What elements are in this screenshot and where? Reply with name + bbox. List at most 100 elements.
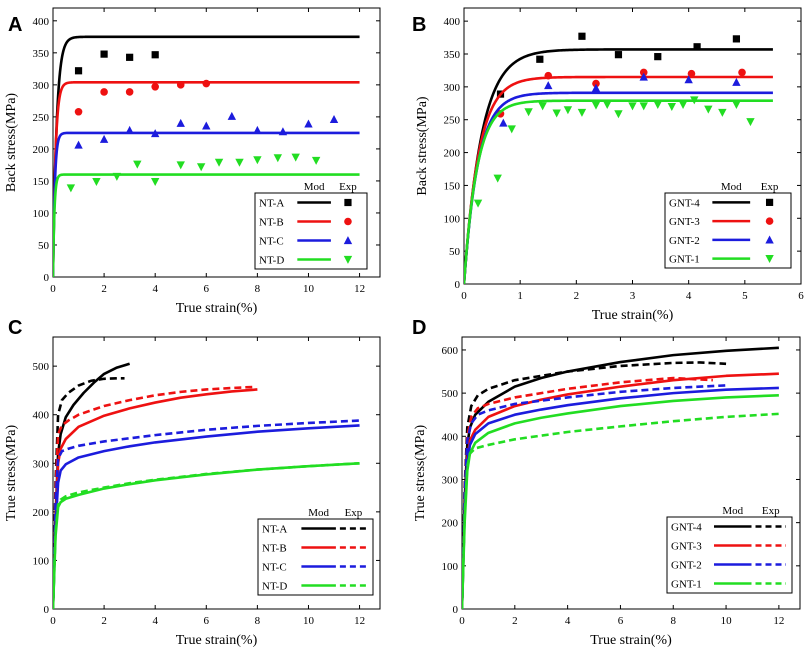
exp-point-nt-c xyxy=(227,111,237,120)
panel-letter: D xyxy=(412,317,426,339)
exp-curve-gnt-2 xyxy=(462,384,727,609)
exp-curve-nt-b xyxy=(53,385,253,609)
y-tick-label: 0 xyxy=(455,279,461,291)
exp-point-nt-d xyxy=(291,153,300,162)
exp-point-gnt-1 xyxy=(690,96,699,105)
x-tick-label: 8 xyxy=(255,283,261,295)
exp-point-nt-d xyxy=(273,154,283,163)
x-tick-label: 3 xyxy=(630,290,636,302)
legend-label: GNT-3 xyxy=(671,541,702,553)
legend-exp-marker xyxy=(765,235,774,244)
y-tick-label: 300 xyxy=(442,474,459,486)
panel-letter: A xyxy=(8,14,22,36)
exp-point-gnt-3 xyxy=(639,68,648,77)
exp-point-gnt-4 xyxy=(578,32,586,40)
exp-point-nt-c xyxy=(99,134,109,143)
exp-point-nt-b xyxy=(202,79,211,88)
y-tick-label: 0 xyxy=(44,604,50,616)
exp-point-nt-b xyxy=(151,82,159,91)
exp-point-gnt-1 xyxy=(538,102,547,111)
y-tick-label: 0 xyxy=(44,272,50,284)
y-tick-label: 400 xyxy=(33,16,50,28)
exp-point-nt-b xyxy=(74,107,83,116)
y-tick-label: 50 xyxy=(38,240,50,252)
exp-point-nt-d xyxy=(150,177,160,186)
y-tick-label: 50 xyxy=(449,246,461,258)
exp-point-nt-d xyxy=(92,177,101,186)
x-tick-label: 8 xyxy=(255,615,261,627)
x-tick-label: 6 xyxy=(204,615,210,627)
y-axis-title: True stress(MPa) xyxy=(413,425,428,522)
panel-letter: B xyxy=(412,14,426,36)
y-tick-label: 250 xyxy=(33,112,50,124)
legend-label: GNT-1 xyxy=(671,579,702,591)
exp-point-gnt-1 xyxy=(591,101,601,110)
exp-point-nt-d xyxy=(176,161,185,170)
x-tick-label: 0 xyxy=(50,615,56,627)
model-curve-nt-a xyxy=(53,35,360,277)
x-tick-label: 6 xyxy=(618,615,624,627)
x-tick-label: 10 xyxy=(303,615,315,627)
y-tick-label: 100 xyxy=(442,561,459,573)
y-tick-label: 100 xyxy=(33,208,50,220)
y-tick-label: 100 xyxy=(33,555,50,567)
legend-exp-marker xyxy=(765,198,774,206)
data-layer xyxy=(53,362,360,609)
legend-label: NT-C xyxy=(262,562,287,574)
x-tick-label: 6 xyxy=(798,290,804,302)
model-curve-nt-b xyxy=(53,388,258,609)
exp-point-gnt-2 xyxy=(732,77,741,86)
y-tick-label: 150 xyxy=(444,180,461,192)
legend-header-mod: Mod xyxy=(722,505,743,517)
exp-point-gnt-1 xyxy=(603,101,612,109)
exp-point-gnt-1 xyxy=(577,108,587,117)
legend-label: GNT-1 xyxy=(669,254,700,266)
exp-point-gnt-1 xyxy=(667,102,677,111)
x-tick-label: 10 xyxy=(721,615,733,627)
y-tick-label: 600 xyxy=(442,345,459,357)
legend-exp-marker xyxy=(343,236,353,245)
legend-header-mod: Mod xyxy=(304,181,325,193)
exp-point-nt-c xyxy=(304,119,313,128)
y-tick-label: 500 xyxy=(33,361,50,373)
exp-point-gnt-3 xyxy=(544,71,553,80)
y-axis-title: True stress(MPa) xyxy=(4,425,19,522)
x-tick-label: 8 xyxy=(671,615,677,627)
legend-exp-marker xyxy=(765,255,774,264)
model-curve-nt-b xyxy=(53,81,360,277)
x-tick-label: 12 xyxy=(354,283,365,295)
y-tick-label: 400 xyxy=(444,16,461,28)
y-tick-label: 150 xyxy=(33,176,50,188)
x-tick-label: 4 xyxy=(565,615,571,627)
legend-label: NT-B xyxy=(259,217,284,229)
exp-point-gnt-2 xyxy=(684,75,693,84)
legend-label: GNT-3 xyxy=(669,216,700,228)
y-tick-label: 200 xyxy=(444,148,461,160)
exp-point-nt-d xyxy=(253,156,262,165)
exp-point-gnt-3 xyxy=(687,69,696,78)
exp-point-nt-c xyxy=(74,140,83,149)
legend-header-exp: Exp xyxy=(761,181,779,193)
x-tick-label: 0 xyxy=(50,283,56,295)
legend: Mod Exp NT-A NT-B NT-C NT-D xyxy=(254,181,368,270)
x-tick-label: 2 xyxy=(574,290,580,302)
exp-point-nt-a xyxy=(151,51,159,59)
exp-point-nt-c xyxy=(125,125,134,134)
x-tick-label: 12 xyxy=(773,615,784,627)
exp-point-nt-a xyxy=(100,50,108,58)
y-tick-label: 400 xyxy=(442,431,459,443)
exp-point-gnt-1 xyxy=(746,118,755,127)
legend-label: NT-B xyxy=(262,543,287,555)
legend-label: GNT-4 xyxy=(669,197,700,209)
x-tick-label: 12 xyxy=(354,615,365,627)
legend-exp-marker xyxy=(765,217,774,225)
exp-point-gnt-1 xyxy=(718,108,727,117)
legend-header-exp: Exp xyxy=(339,181,357,193)
legend-exp-marker xyxy=(344,198,352,207)
y-tick-label: 300 xyxy=(33,80,50,92)
data-layer xyxy=(53,35,360,277)
x-axis-title: True strain(%) xyxy=(176,633,258,648)
legend-exp-marker xyxy=(343,255,353,264)
exp-point-nt-b xyxy=(100,88,108,96)
y-tick-label: 100 xyxy=(444,213,461,225)
